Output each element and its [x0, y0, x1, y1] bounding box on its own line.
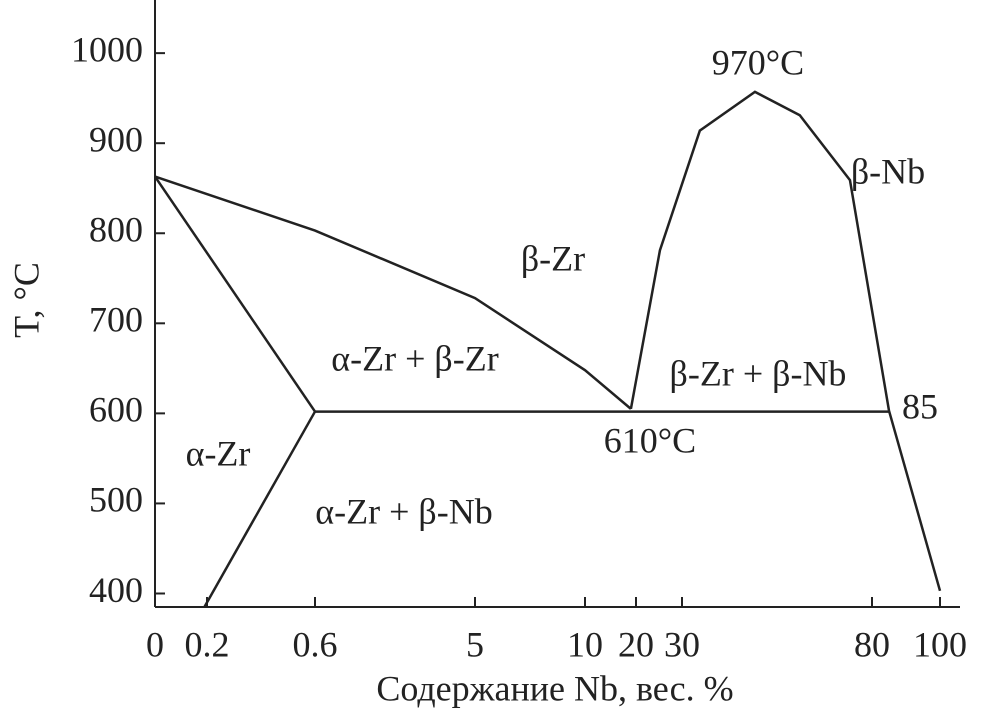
phase-boundary	[629, 90, 942, 592]
phase-boundary	[203, 410, 317, 608]
y-axis-label: T, °C	[6, 262, 46, 338]
x-tick-label: 100	[913, 624, 967, 664]
y-tick-label: 800	[89, 210, 143, 250]
x-tick-label: 5	[466, 624, 484, 664]
y-tick-label: 900	[89, 119, 143, 159]
region-label: α-Zr + β-Nb	[315, 491, 492, 531]
phase-boundary	[154, 175, 632, 410]
region-label: 970°C	[712, 42, 804, 82]
y-tick-label: 1000	[71, 29, 143, 69]
y-tick-label: 500	[89, 480, 143, 520]
y-tick-label: 700	[89, 300, 143, 340]
region-label: β-Zr + β-Nb	[670, 353, 847, 393]
x-tick-label: 20	[618, 624, 654, 664]
x-tick-label: 80	[854, 624, 890, 664]
region-label: α-Zr + β-Zr	[331, 338, 498, 378]
x-tick-label: 10	[567, 624, 603, 664]
x-tick-label: 0	[146, 624, 164, 664]
x-tick-label: 30	[664, 624, 700, 664]
region-label: 610°C	[604, 420, 696, 460]
region-label: α-Zr	[186, 433, 251, 473]
y-tick-label: 600	[89, 390, 143, 430]
x-tick-label: 0.2	[185, 624, 230, 664]
region-label: 85	[902, 386, 938, 426]
x-axis-label: Содержание Nb, вес. %	[376, 668, 733, 708]
y-tick-label: 400	[89, 570, 143, 610]
phase-boundary	[153, 175, 317, 413]
region-label: β-Zr	[521, 238, 585, 278]
region-label: β-Nb	[851, 151, 925, 191]
x-tick-label: 0.6	[293, 624, 338, 664]
